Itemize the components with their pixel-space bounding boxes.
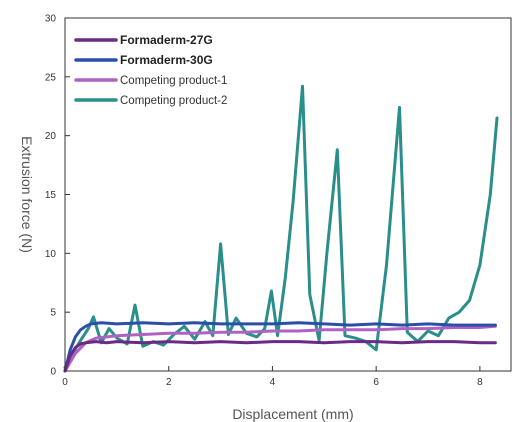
x-tick-label: 8	[477, 377, 483, 388]
x-tick-label: 0	[62, 377, 68, 388]
y-tick-label: 20	[45, 131, 57, 142]
legend-label: Formaderm-30G	[120, 53, 213, 67]
x-tick-label: 4	[270, 377, 276, 388]
y-tick-label: 15	[45, 190, 57, 201]
y-axis-label: Extrusion force (N)	[19, 136, 35, 253]
y-tick-label: 10	[45, 249, 57, 260]
x-axis-label: Displacement (mm)	[232, 406, 353, 422]
series-line-2	[63, 321, 497, 373]
x-tick-label: 2	[166, 377, 172, 388]
legend-label: Formaderm-27G	[120, 33, 213, 47]
legend-label: Competing product-2	[120, 95, 227, 107]
series-layer	[63, 84, 499, 373]
series-line-3	[63, 324, 497, 373]
y-tick-label: 30	[45, 14, 57, 25]
y-tick-label: 25	[45, 72, 57, 83]
axes-layer: 0 2 4 6 8 0 5 10 15 20 25 30	[45, 14, 512, 388]
legend: Formaderm-27G Formaderm-30G Competing prod…	[74, 33, 227, 107]
y-tick-label: 5	[50, 308, 56, 319]
legend-label: Competing product-1	[120, 75, 227, 87]
y-tick-label: 0	[50, 367, 56, 378]
series-line-1	[63, 340, 497, 373]
x-tick-label: 6	[373, 377, 379, 388]
